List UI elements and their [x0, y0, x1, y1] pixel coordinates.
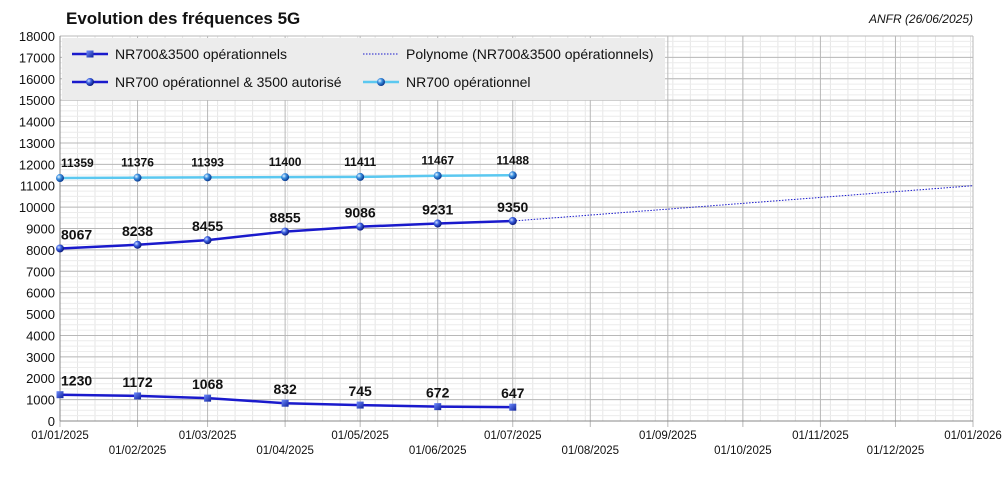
data-point	[508, 171, 517, 180]
data-label: 9086	[345, 205, 376, 221]
data-point	[204, 394, 212, 402]
data-label: 11411	[344, 155, 376, 169]
legend-label: NR700 opérationnel & 3500 autorisé	[115, 74, 342, 90]
data-point	[133, 240, 142, 249]
data-label: 1068	[192, 376, 223, 392]
legend-marker	[86, 78, 94, 86]
data-label: 11400	[269, 155, 302, 169]
x-tick-label: 01/01/2026	[944, 430, 1002, 442]
data-label: 1172	[122, 374, 153, 390]
data-point	[56, 391, 64, 399]
y-tick-label: 1000	[26, 393, 55, 408]
y-tick-label: 3000	[26, 350, 55, 365]
y-tick-label: 13000	[19, 136, 55, 151]
legend: NR700&3500 opérationnels Polynome (NR700&…	[62, 38, 665, 100]
y-tick-label: 10000	[19, 200, 55, 215]
y-tick-label: 11000	[20, 179, 55, 194]
data-point	[433, 219, 442, 228]
data-label: 647	[501, 385, 525, 401]
data-point	[134, 392, 142, 400]
x-tick-label: 01/08/2025	[562, 445, 620, 457]
data-label: 8455	[192, 218, 223, 234]
x-tick-label: 01/01/2025	[31, 430, 89, 442]
axes: 0 1000 2000 3000 4000 5000 6000 7000 8000 9000 100…	[19, 29, 1002, 457]
data-label: 11488	[496, 153, 529, 167]
data-point	[433, 171, 442, 180]
y-tick-label: 2000	[26, 371, 55, 386]
x-tick-label: 01/05/2025	[331, 430, 389, 442]
legend-label: Polynome (NR700&3500 opérationnels)	[406, 46, 653, 62]
y-tick-label: 6000	[26, 286, 55, 301]
legend-marker	[86, 50, 94, 58]
x-tick-label: 01/02/2025	[109, 445, 167, 457]
y-tick-label: 5000	[26, 307, 55, 322]
x-tick-label: 01/04/2025	[256, 445, 314, 457]
x-tick-label: 01/11/2025	[792, 430, 849, 442]
legend-label: NR700&3500 opérationnels	[115, 46, 287, 62]
data-point	[281, 399, 289, 407]
data-point	[203, 173, 212, 182]
x-tick-label: 01/06/2025	[409, 445, 467, 457]
x-tick-label: 01/03/2025	[179, 430, 237, 442]
legend-box	[62, 38, 665, 100]
x-tick-label: 01/09/2025	[639, 430, 697, 442]
data-label: 1230	[61, 373, 92, 389]
data-label: 11393	[191, 155, 224, 169]
data-label: 11467	[421, 154, 454, 168]
data-label: 11359	[61, 156, 94, 170]
y-tick-label: 14000	[19, 115, 55, 130]
data-point	[56, 174, 64, 183]
data-point	[434, 403, 442, 411]
chart-source: ANFR (26/06/2025)	[868, 12, 973, 26]
data-label: 8238	[122, 223, 153, 239]
data-label: 672	[426, 385, 450, 401]
y-tick-label: 4000	[26, 328, 55, 343]
y-tick-label: 18000	[19, 29, 55, 44]
data-point	[281, 173, 290, 182]
y-tick-label: 7000	[26, 264, 55, 279]
data-label: 8067	[61, 226, 92, 242]
data-label: 11376	[121, 156, 154, 170]
x-tick-label: 01/12/2025	[867, 445, 925, 457]
data-point	[356, 172, 365, 181]
y-tick-label: 0	[48, 414, 55, 429]
y-tick-label: 8000	[26, 243, 55, 258]
series-group: 1230 1172 1068 832 745 672 647 8067 8238 8455 8855…	[56, 153, 974, 411]
data-point	[56, 244, 64, 253]
legend-label: NR700 opérationnel	[406, 74, 531, 90]
chart-title: Evolution des fréquences 5G	[66, 9, 301, 28]
y-tick-label: 15000	[19, 93, 55, 108]
y-tick-label: 16000	[19, 72, 55, 87]
data-label: 745	[348, 383, 372, 399]
data-label: 9231	[422, 202, 453, 218]
y-tick-label: 12000	[19, 157, 55, 172]
x-tick-label: 01/07/2025	[484, 430, 542, 442]
data-point	[281, 227, 290, 236]
data-point	[509, 403, 517, 411]
data-point	[203, 236, 212, 245]
trendline	[512, 185, 974, 222]
data-label: 832	[273, 381, 297, 397]
legend-marker	[377, 78, 385, 86]
y-tick-label: 9000	[26, 222, 55, 237]
data-point	[356, 401, 364, 409]
data-point	[356, 222, 365, 231]
x-tick-label: 01/10/2025	[714, 445, 772, 457]
data-label: 8855	[270, 210, 301, 226]
data-point	[508, 217, 517, 226]
data-label: 9350	[497, 199, 528, 215]
y-tick-label: 17000	[19, 50, 55, 65]
data-point	[133, 173, 142, 182]
